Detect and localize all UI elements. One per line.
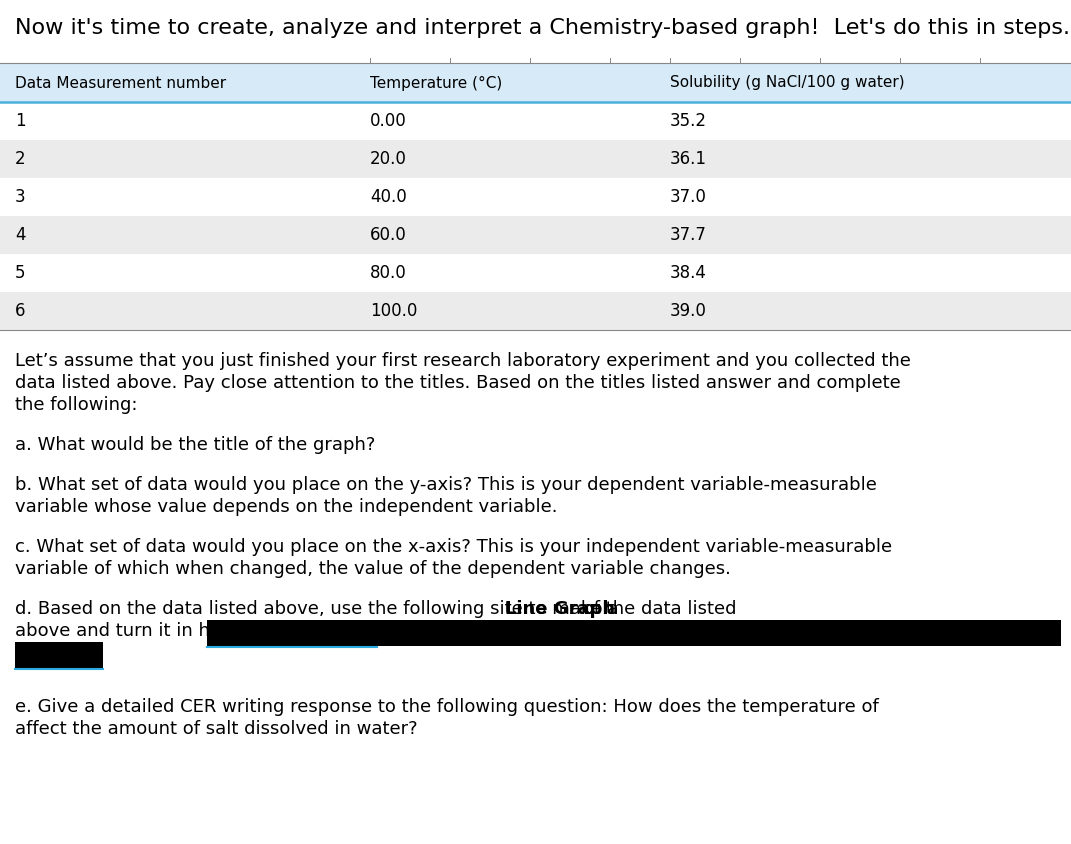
Text: a. What would be the title of the graph?: a. What would be the title of the graph? [15,436,375,454]
Text: Solubility (g NaCl/100 g water): Solubility (g NaCl/100 g water) [670,75,905,90]
Text: Now it's time to create, analyze and interpret a Chemistry-based graph!  Let's d: Now it's time to create, analyze and int… [15,18,1070,38]
Bar [0,254,1071,292]
Text: 0.00: 0.00 [369,112,407,130]
Text: Temperature (°C): Temperature (°C) [369,75,502,90]
Text: of the data listed: of the data listed [576,600,736,618]
Text: c. What set of data would you place on the x-axis? This is your independent vari: c. What set of data would you place on t… [15,538,892,556]
Text: affect the amount of salt dissolved in water?: affect the amount of salt dissolved in w… [15,720,418,738]
Text: 4: 4 [15,226,26,244]
Bar [207,620,1061,646]
Text: e. Give a detailed CER writing response to the following question: How does the : e. Give a detailed CER writing response … [15,698,878,716]
Bar [0,64,1071,102]
Text: d. Based on the data listed above, use the following site to make a: d. Based on the data listed above, use t… [15,600,624,618]
Text: 100.0: 100.0 [369,302,418,320]
Text: 40.0: 40.0 [369,188,407,206]
Text: Data Measurement number: Data Measurement number [15,75,226,90]
Text: 6: 6 [15,302,26,320]
Bar [0,140,1071,178]
Text: Let’s assume that you just finished your first research laboratory experiment an: Let’s assume that you just finished your… [15,352,910,370]
Text: 38.4: 38.4 [670,264,707,282]
Text: 3: 3 [15,188,26,206]
Bar [15,642,103,668]
Bar [0,292,1071,330]
Bar [0,178,1071,216]
Bar [0,102,1071,140]
Text: 5: 5 [15,264,26,282]
Text: the following:: the following: [15,396,137,414]
Text: 80.0: 80.0 [369,264,407,282]
Bar [0,216,1071,254]
Text: 20.0: 20.0 [369,150,407,168]
Text: above and turn it in here.: above and turn it in here. [15,622,245,640]
Text: 36.1: 36.1 [670,150,707,168]
Text: 60.0: 60.0 [369,226,407,244]
Text: 2: 2 [15,150,26,168]
Text: data listed above. Pay close attention to the titles. Based on the titles listed: data listed above. Pay close attention t… [15,374,901,392]
Text: 39.0: 39.0 [670,302,707,320]
Text: variable whose value depends on the independent variable.: variable whose value depends on the inde… [15,498,558,516]
Text: 37.0: 37.0 [670,188,707,206]
Text: b. What set of data would you place on the y-axis? This is your dependent variab: b. What set of data would you place on t… [15,476,877,494]
Text: variable of which when changed, the value of the dependent variable changes.: variable of which when changed, the valu… [15,560,730,578]
Text: 35.2: 35.2 [670,112,707,130]
Text: 37.7: 37.7 [670,226,707,244]
Text: Line Graph: Line Graph [504,600,615,618]
Text: 1: 1 [15,112,26,130]
